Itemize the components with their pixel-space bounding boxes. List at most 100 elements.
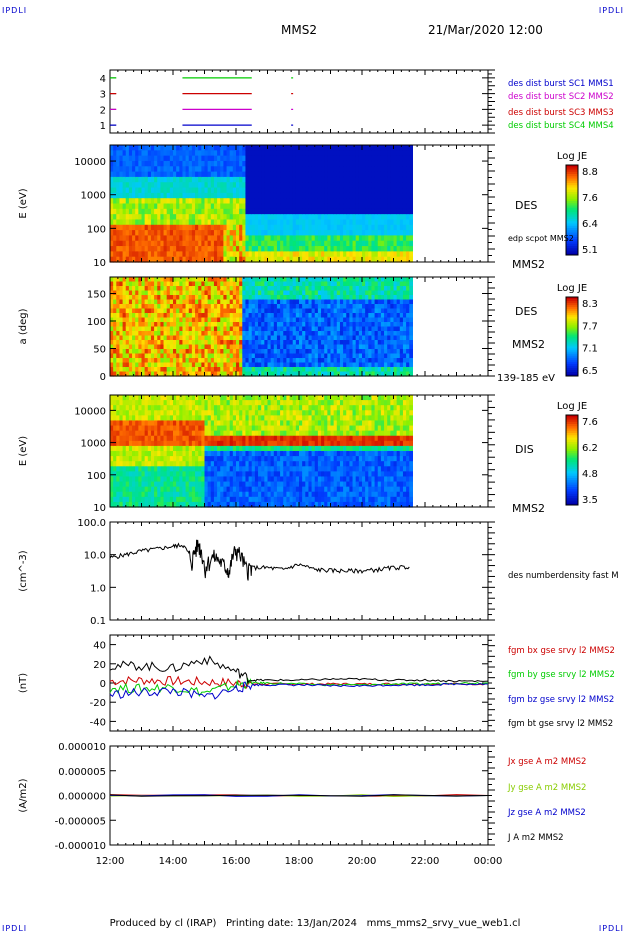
des-pitch-panel-cell — [292, 304, 297, 310]
dis-energy-panel-cell — [110, 440, 114, 447]
des-energy-panel-cell — [349, 208, 354, 215]
des-energy-panel-cell — [273, 192, 278, 199]
des-pitch-panel-cell — [213, 349, 218, 355]
des-energy-panel-cell — [305, 198, 310, 205]
des-energy-panel-cell — [236, 145, 240, 151]
des-pitch-panel-cell — [270, 304, 275, 310]
des-energy-panel-cell — [232, 192, 237, 199]
des-pitch-panel-cell — [352, 344, 357, 350]
des-pitch-panel-cell — [349, 286, 354, 292]
des-pitch-panel-cell — [362, 353, 366, 359]
des-pitch-panel-cell — [333, 335, 338, 341]
des-energy-panel-cell — [327, 208, 332, 215]
des-energy-panel-cell — [195, 203, 199, 210]
des-pitch-panel-cell — [355, 349, 360, 355]
dis-energy-panel-cell — [135, 456, 139, 462]
des-pitch-panel-cell — [349, 277, 354, 283]
des-energy-panel-cell — [371, 155, 376, 162]
des-energy-panel-cell — [295, 150, 300, 157]
des-pitch-panel-cell — [324, 277, 328, 283]
des-energy-panel-cell — [229, 219, 234, 226]
des-energy-panel-cell — [213, 155, 218, 162]
des-pitch-panel-colorbar-cell — [566, 302, 578, 306]
des-energy-panel-cell — [248, 219, 253, 226]
des-energy-panel-cell — [371, 145, 376, 151]
des-pitch-panel-cell — [236, 277, 240, 283]
des-pitch-panel-cell — [157, 286, 161, 292]
des-pitch-panel-cell — [409, 281, 413, 287]
des-pitch-panel-cell — [191, 322, 196, 328]
des-pitch-panel-cell — [292, 367, 297, 373]
des-pitch-panel-cell — [330, 286, 335, 292]
des-pitch-panel-cell — [273, 286, 278, 292]
des-pitch-panel-cell — [226, 349, 231, 355]
des-energy-panel-cell — [339, 176, 344, 183]
des-energy-panel-cell — [339, 208, 344, 215]
des-energy-panel-cell — [321, 166, 325, 173]
dis-energy-panel-cell — [122, 435, 127, 442]
des-pitch-panel-cell — [390, 335, 395, 341]
des-energy-panel-cell — [286, 160, 291, 167]
des-energy-panel-cell — [138, 246, 143, 252]
dis-energy-panel-cell — [125, 410, 130, 416]
des-energy-panel-cell — [336, 246, 341, 252]
des-energy-panel-cell — [229, 182, 234, 189]
des-pitch-panel-cell — [339, 344, 344, 350]
des-pitch-panel-cell — [299, 331, 303, 337]
des-energy-panel-cell — [409, 155, 413, 162]
des-energy-panel-cell — [264, 182, 269, 189]
des-energy-panel-cell — [355, 224, 360, 231]
des-energy-panel-cell — [154, 235, 158, 242]
des-energy-panel-cell — [371, 224, 376, 231]
des-pitch-panel-cell — [355, 299, 360, 305]
des-energy-panel-cell — [308, 235, 313, 242]
des-pitch-panel-cell — [248, 331, 253, 337]
des-pitch-panel-cell — [239, 281, 243, 287]
des-pitch-panel-cell — [387, 317, 391, 323]
des-energy-panel-cell — [299, 203, 303, 210]
des-energy-panel-cell — [280, 208, 284, 215]
des-energy-panel-cell — [396, 240, 401, 247]
des-pitch-panel-cell — [280, 281, 284, 287]
dis-energy-panel-cell — [128, 425, 133, 432]
des-pitch-panel-cell — [150, 371, 155, 377]
des-energy-panel-cell — [195, 187, 199, 194]
des-energy-panel-cell — [125, 155, 130, 162]
des-energy-panel-cell — [207, 166, 212, 173]
des-pitch-panel-cell — [368, 286, 373, 292]
des-energy-panel-cell — [213, 182, 218, 189]
des-energy-panel-cell — [261, 235, 265, 242]
des-pitch-panel-cell — [179, 299, 184, 305]
des-energy-panel-cell — [232, 256, 237, 263]
des-energy-panel-cell — [245, 160, 250, 167]
des-energy-panel-cell — [276, 150, 281, 157]
des-pitch-panel-cell — [122, 281, 127, 287]
dis-energy-panel-cell — [141, 445, 146, 452]
des-energy-panel-cell — [113, 256, 117, 263]
des-pitch-panel-cell — [201, 362, 206, 368]
des-energy-panel-cell — [355, 150, 360, 157]
des-energy-panel-cell — [132, 219, 136, 226]
des-energy-panel-cell — [157, 208, 161, 215]
des-pitch-panel-cell — [229, 326, 234, 332]
des-energy-panel-cell — [188, 235, 193, 242]
des-energy-panel-cell — [314, 198, 319, 205]
des-energy-panel-cell — [273, 230, 278, 237]
des-pitch-panel-cell — [387, 286, 391, 292]
des-pitch-panel-cell — [226, 322, 231, 328]
des-energy-panel-cell — [264, 192, 269, 199]
des-energy-panel-cell — [311, 145, 316, 151]
des-energy-panel-cell — [264, 150, 269, 157]
des-pitch-panel-cell — [116, 277, 121, 283]
des-pitch-panel-cell — [204, 286, 209, 292]
des-energy-panel-cell — [406, 160, 410, 167]
des-energy-panel-cell — [119, 246, 124, 252]
des-pitch-panel-cell — [406, 308, 410, 314]
des-pitch-panel-cell — [169, 371, 174, 377]
des-pitch-panel-cell — [299, 299, 303, 305]
dis-energy-panel-cell — [141, 440, 146, 447]
des-energy-panel-colorbar-cell — [566, 165, 578, 168]
des-pitch-panel-cell — [311, 290, 316, 296]
des-pitch-panel-cell — [236, 358, 240, 364]
des-pitch-panel-cell — [380, 331, 385, 337]
